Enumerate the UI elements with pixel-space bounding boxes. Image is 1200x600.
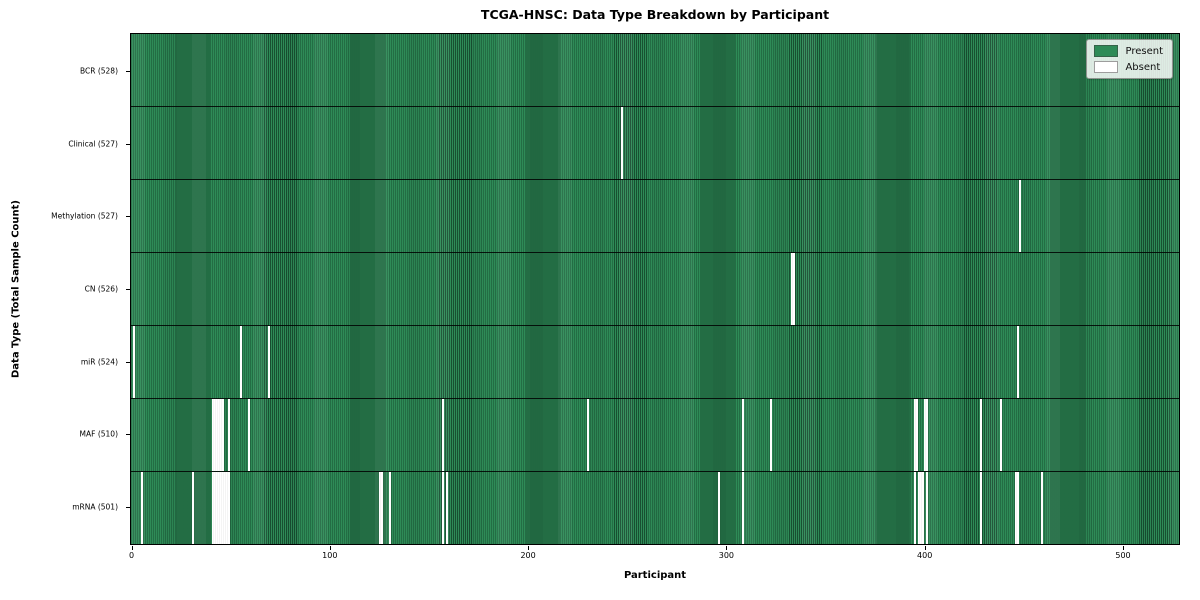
y-tick-mark — [126, 434, 130, 436]
absent-bar — [999, 399, 1002, 471]
absent-bar — [918, 472, 921, 544]
absent-bar — [228, 399, 231, 471]
x-tick-label: 500 — [1115, 551, 1131, 560]
chart-title: TCGA-HNSC: Data Type Breakdown by Partic… — [480, 7, 830, 22]
legend-label-absent: Absent — [1125, 61, 1161, 73]
legend-label-present: Present — [1125, 45, 1163, 57]
absent-bar — [388, 472, 391, 544]
absent-bar — [914, 399, 917, 471]
absent-bar — [791, 253, 794, 325]
absent-bar — [380, 472, 383, 544]
heatmap-row-methylation — [131, 180, 1179, 253]
absent-bar — [1017, 326, 1020, 398]
absent-bar — [140, 472, 143, 544]
x-tick-label: 0 — [128, 551, 135, 560]
absent-bar — [914, 472, 917, 544]
legend: Present Absent — [1086, 39, 1173, 79]
y-tick-mark — [126, 70, 130, 72]
legend-item-present: Present — [1094, 45, 1163, 57]
absent-bar — [442, 472, 445, 544]
x-tick-mark — [528, 546, 530, 550]
absent-bar — [224, 472, 227, 544]
absent-bar — [1019, 180, 1022, 252]
x-tick-label: 100 — [322, 551, 338, 560]
y-axis: BCR (528) Clinical (527) Methylation (527)… — [0, 33, 130, 545]
absent-bar — [226, 472, 229, 544]
absent-bar — [924, 399, 927, 471]
y-tick-label: miR (524) — [80, 357, 118, 367]
y-tick-mark — [126, 289, 130, 290]
y-tick-label: CN (526) — [84, 284, 118, 294]
absent-bar — [1015, 472, 1018, 544]
absent-bar — [442, 399, 445, 471]
absent-bar — [979, 399, 982, 471]
absent-bar — [222, 472, 225, 544]
absent-bar — [916, 399, 919, 471]
y-tick-label: Methylation (527) — [51, 211, 118, 221]
heatmap-row-maf — [131, 399, 1179, 472]
x-tick-label: 200 — [520, 551, 536, 560]
absent-bar — [220, 472, 223, 544]
heatmap-row-bcr — [131, 34, 1179, 107]
absent-bar — [214, 399, 217, 471]
x-tick-mark — [726, 546, 728, 550]
absent-bar — [216, 399, 219, 471]
y-tick-mark — [126, 216, 130, 218]
absent-bar — [979, 472, 982, 544]
present-swatch — [1094, 45, 1119, 57]
y-tick-label: MAF (510) — [79, 429, 118, 439]
x-tick-label: 300 — [718, 551, 735, 560]
absent-bar — [220, 399, 223, 471]
absent-bar — [922, 472, 925, 544]
absent-bar — [587, 399, 590, 471]
x-tick-mark — [329, 546, 331, 550]
x-tick-mark — [131, 546, 133, 550]
absent-bar — [218, 472, 221, 544]
y-tick-label: mRNA (501) — [72, 502, 118, 512]
absent-bar — [793, 253, 796, 325]
heatmap-row-clinical — [131, 107, 1179, 180]
absent-bar — [717, 472, 720, 544]
absent-bar — [216, 472, 219, 544]
y-tick-mark — [126, 143, 130, 145]
absent-bar — [212, 472, 215, 544]
heatmap-plot: Present Absent — [130, 33, 1180, 545]
absent-bar — [1041, 472, 1044, 544]
absent-bar — [620, 107, 623, 179]
absent-bar — [926, 399, 929, 471]
x-tick-mark — [1123, 546, 1124, 550]
absent-bar — [228, 472, 231, 544]
absent-bar — [240, 326, 243, 398]
absent-bar — [212, 399, 215, 471]
absent-swatch — [1094, 61, 1119, 73]
absent-bar — [222, 399, 225, 471]
legend-item-absent: Absent — [1094, 61, 1163, 73]
absent-bar — [446, 472, 449, 544]
absent-bar — [267, 326, 270, 398]
y-tick-label: Clinical (527) — [68, 139, 118, 149]
x-axis: 0 100 200 300 400 500 — [128, 546, 1180, 576]
x-axis-label: Participant — [623, 570, 687, 581]
x-tick-mark — [924, 546, 926, 550]
absent-bar — [132, 326, 135, 398]
absent-bar — [247, 399, 250, 471]
heatmap-row-cn — [131, 253, 1179, 326]
absent-bar — [192, 472, 195, 544]
absent-bar — [769, 399, 772, 471]
y-tick-mark — [126, 507, 130, 509]
absent-bar — [741, 399, 744, 471]
absent-bar — [920, 472, 923, 544]
absent-bar — [741, 472, 744, 544]
absent-bar — [214, 472, 217, 544]
absent-bar — [926, 472, 929, 544]
heatmap-row-mir — [131, 326, 1179, 399]
x-tick-label: 400 — [917, 551, 933, 560]
absent-bar — [378, 472, 381, 544]
absent-bar — [1017, 472, 1020, 544]
y-tick-mark — [126, 361, 130, 363]
absent-bar — [218, 399, 221, 471]
y-tick-label: BCR (528) — [79, 66, 118, 76]
heatmap-row-mrna — [131, 472, 1179, 544]
